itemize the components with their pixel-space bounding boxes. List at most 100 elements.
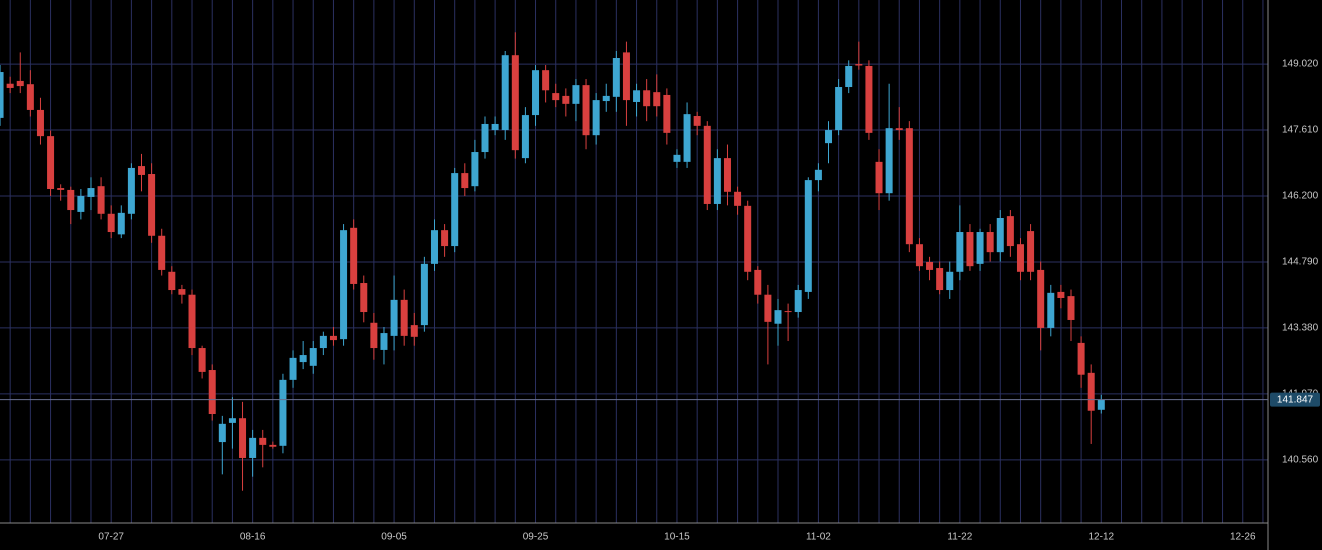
candle-body <box>744 205 752 272</box>
candle-body <box>562 95 570 104</box>
candle-body <box>643 90 651 107</box>
candle-body <box>259 437 267 445</box>
candle-body <box>87 188 95 197</box>
x-tick-label: 12-26 <box>1230 532 1256 543</box>
candle-body <box>1097 399 1105 410</box>
candle-body <box>67 189 75 211</box>
candle-body <box>501 55 509 131</box>
y-tick-label: 140.560 <box>1282 454 1319 465</box>
last-price-box <box>1270 392 1320 407</box>
x-tick-label: 09-05 <box>381 532 407 543</box>
candle-body <box>926 261 934 270</box>
candle-body <box>663 94 671 133</box>
candle-body <box>289 357 297 380</box>
candle-body <box>178 289 186 295</box>
candle-body <box>36 109 44 137</box>
candle-body <box>47 136 55 189</box>
candle-body <box>703 125 711 204</box>
candle-body <box>1006 216 1014 247</box>
y-tick-label: 144.790 <box>1282 257 1319 268</box>
candle-body <box>895 128 903 131</box>
candle-body <box>1027 231 1035 272</box>
candle-body <box>976 232 984 264</box>
candle-body <box>148 174 156 236</box>
candle-body <box>552 93 560 101</box>
candle-body <box>329 335 337 341</box>
candle-body <box>188 294 196 349</box>
candle-body <box>875 161 883 194</box>
candle-body <box>481 123 489 153</box>
candle-body <box>521 115 529 159</box>
candle-body <box>6 83 14 88</box>
candle-body <box>77 196 85 212</box>
candle-body <box>986 232 994 253</box>
candle-body <box>814 169 822 181</box>
candle-body <box>946 271 954 291</box>
candle-body <box>542 70 550 91</box>
candle-body <box>430 230 438 264</box>
candle-body <box>734 191 742 206</box>
candle-body <box>370 322 378 349</box>
x-tick-label: 08-16 <box>240 532 266 543</box>
candle-body <box>653 92 661 107</box>
candle-body <box>936 268 944 291</box>
candle-body <box>673 154 681 162</box>
last-price-label: 141.847 <box>1277 394 1314 405</box>
candle-body <box>57 188 65 190</box>
candle-body <box>299 355 307 363</box>
candle-body <box>269 444 277 447</box>
candle-body <box>1057 291 1065 298</box>
candle-body <box>218 423 226 443</box>
y-tick-label: 146.200 <box>1282 191 1319 202</box>
candle-body <box>97 186 105 214</box>
candle-body <box>774 310 782 324</box>
candle-body <box>865 65 873 133</box>
candle-body <box>400 299 408 336</box>
candle-body <box>693 116 701 126</box>
candle-body <box>1047 292 1055 328</box>
candle-body <box>1067 296 1075 320</box>
candle-body <box>905 128 913 245</box>
candle-body <box>572 85 580 104</box>
candle-body <box>16 80 24 87</box>
candle-body <box>249 437 257 458</box>
candle-body <box>1016 244 1024 272</box>
candle-body <box>966 232 974 267</box>
candle-body <box>511 55 519 151</box>
candle-body <box>845 65 853 88</box>
y-tick-label: 149.020 <box>1282 59 1319 70</box>
candle-body <box>794 290 802 313</box>
candle-body <box>1087 372 1095 411</box>
candle-body <box>1077 342 1085 375</box>
candle-body <box>602 95 610 102</box>
candle-body <box>410 325 418 337</box>
candle-body <box>754 269 762 295</box>
candle-body <box>855 64 863 66</box>
candle-body <box>622 52 630 101</box>
candle-body <box>380 333 388 350</box>
x-tick-label: 11-22 <box>947 532 972 543</box>
candle-body <box>279 379 287 446</box>
candle-body <box>26 84 34 110</box>
x-tick-label: 12-12 <box>1089 532 1115 543</box>
candle-body <box>340 230 348 340</box>
candle-body <box>390 299 398 336</box>
candle-body <box>117 212 125 235</box>
candle-body <box>532 70 540 116</box>
candle-body <box>168 271 176 291</box>
candle-body <box>582 85 590 136</box>
candle-body <box>491 123 499 131</box>
candle-body <box>784 311 792 313</box>
x-tick-label: 07-27 <box>98 532 124 543</box>
candle-body <box>835 87 843 131</box>
candle-body <box>804 180 812 292</box>
candle-body <box>825 130 833 144</box>
candle-body <box>996 217 1004 253</box>
candle-body <box>107 213 115 233</box>
candle-body <box>956 232 964 272</box>
candle-body <box>441 230 449 247</box>
candle-body <box>228 418 236 423</box>
candle-body <box>612 58 620 97</box>
candle-body <box>319 335 327 349</box>
